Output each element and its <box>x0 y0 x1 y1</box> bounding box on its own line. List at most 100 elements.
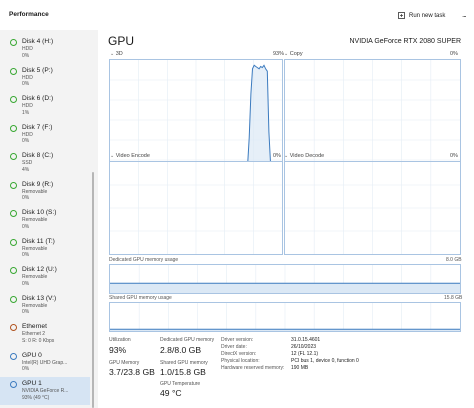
sidebar-item-label: GPU 1 <box>22 380 42 387</box>
graph-3d-label[interactable]: ⌄ 3D <box>110 51 123 57</box>
gpu-title: GPU <box>108 34 135 48</box>
driver-date-label: Driver date: <box>221 344 247 350</box>
sidebar-item-disk-8[interactable]: Disk 8 (C:) SSD 4% <box>0 149 90 176</box>
dedicated-memory-plot <box>110 265 460 293</box>
run-new-task-button[interactable]: Run new task <box>398 9 445 22</box>
chevron-down-icon: ⌄ <box>110 51 115 57</box>
directx-version-label: DirectX version: <box>221 351 257 357</box>
sidebar-item-usage: S: 0 R: 0 Kbps <box>22 337 55 344</box>
sidebar-item-disk-11[interactable]: Disk 11 (T:) Removable 0% <box>0 235 90 262</box>
sidebar-item-label: Disk 11 (T:) <box>22 237 55 245</box>
sidebar-item-disk-6[interactable]: Disk 6 (D:) HDD 1% <box>0 92 90 119</box>
driver-date-value: 26/10/2023 <box>291 344 317 350</box>
sidebar-item-disk-4[interactable]: Disk 4 (H:) HDD 0% <box>0 35 90 62</box>
dedicated-memory-graph-max: 8.0 GB <box>446 257 462 263</box>
gpu-panel: GPU NVIDIA GeForce RTX 2080 SUPER ⌄ 3D 9… <box>98 30 474 408</box>
utilization-value: 93% <box>109 345 127 355</box>
sidebar-item-gpu-1[interactable]: GPU 1 NVIDIA GeForce R... 93% (49 °C) <box>0 377 90 405</box>
sidebar-item-type: HDD <box>22 103 33 109</box>
graph-encode-label[interactable]: ⌄ Video Encode <box>110 153 150 159</box>
sidebar-item-usage: 93% (49 °C) <box>22 394 50 401</box>
chevron-down-icon: ⌄ <box>284 51 289 57</box>
gpu-graph-icon <box>10 352 17 360</box>
physical-location-label: Physical location: <box>221 358 260 364</box>
sidebar-item-type: SSD <box>22 160 33 166</box>
sidebar-item-label: Disk 6 (D:) <box>22 95 54 102</box>
disk-graph-icon <box>10 96 17 103</box>
gpu-temperature-label: GPU Temperature <box>160 381 201 387</box>
ethernet-graph-icon <box>10 324 17 331</box>
sidebar-item-usage: 0% <box>22 252 30 258</box>
sidebar-item-usage: 0% <box>22 81 30 87</box>
dedicated-memory-graph-label: Dedicated GPU memory usage <box>109 257 179 263</box>
reserved-memory-label: Hardware reserved memory: <box>221 365 285 371</box>
dedicated-memory-value: 2.8/8.0 GB <box>160 345 202 355</box>
sidebar-item-type: HDD <box>22 74 33 81</box>
sidebar-item-gpu-0[interactable]: GPU 0 Intel(R) UHD Grap... 0% <box>0 349 90 376</box>
disk-graph-icon <box>10 39 17 46</box>
sidebar-item-label: Disk 5 (P:) <box>22 66 53 74</box>
sidebar-item-usage: 0% <box>22 309 30 315</box>
sidebar-item-type: Removable <box>22 217 48 223</box>
disk-graph-icon <box>10 267 17 274</box>
shared-memory-label: Shared GPU memory <box>160 360 208 366</box>
sidebar-item-label: Disk 9 (R:) <box>22 180 54 188</box>
sidebar-item-usage: 4% <box>22 166 30 173</box>
chevron-down-icon: ⌄ <box>284 153 289 159</box>
sidebar-item-disk-7[interactable]: Disk 7 (F:) HDD 0% <box>0 121 90 148</box>
graph-3d-value: 93% <box>273 51 285 57</box>
shared-memory-graph-max: 15.8 GB <box>444 295 463 301</box>
sidebar-item-type: Removable <box>22 302 48 309</box>
sidebar-item-usage: 0% <box>22 52 30 59</box>
dedicated-memory-fill <box>110 283 460 293</box>
disk-graph-icon <box>10 238 17 246</box>
graph-3d-title: 3D <box>115 51 123 57</box>
graph-decode-value: 0% <box>450 153 458 159</box>
graph-decode-title: Video Decode <box>289 153 325 159</box>
graph-encode-value: 0% <box>273 153 281 159</box>
sidebar-item-disk-12[interactable]: Disk 12 (U:) Removable 0% <box>0 263 90 290</box>
disk-graph-icon <box>10 67 17 75</box>
sidebar-item-type: Removable <box>22 274 48 280</box>
gpu-graph-icon <box>10 381 17 388</box>
graph-copy-label[interactable]: ⌄ Copy <box>284 51 303 57</box>
disk-graph-icon <box>10 153 17 160</box>
more-options-button[interactable]: ... <box>462 10 467 19</box>
sidebar-item-disk-5[interactable]: Disk 5 (P:) HDD 0% <box>0 64 90 91</box>
run-task-icon <box>398 12 405 19</box>
sidebar-item-disk-9[interactable]: Disk 9 (R:) Removable 0% <box>0 178 90 205</box>
sidebar-item-type: Intel(R) UHD Grap... <box>22 359 68 366</box>
sidebar-item-type: HDD <box>22 131 33 138</box>
sidebar-scrollbar[interactable] <box>92 172 94 408</box>
sidebar-item-label: Disk 10 (S:) <box>22 209 57 216</box>
graph-decode-label[interactable]: ⌄ Video Decode <box>284 153 324 159</box>
graph-copy-value: 0% <box>450 51 458 57</box>
dedicated-memory-label: Dedicated GPU memory <box>160 337 215 343</box>
disk-graph-icon <box>10 124 17 132</box>
gpu-temperature-value: 49 °C <box>160 388 182 398</box>
sidebar-item-label: Disk 13 (V:) <box>22 294 57 302</box>
title-bar: Performance Run new task ... <box>0 0 474 30</box>
sidebar-item-type: Ethernet 2 <box>22 331 46 337</box>
sidebar-item-label: Disk 12 (U:) <box>22 266 57 273</box>
gpu-model-name: NVIDIA GeForce RTX 2080 SUPER <box>349 38 461 45</box>
sidebar-item-usage: 0% <box>22 138 30 144</box>
sidebar-item-ethernet[interactable]: Ethernet Ethernet 2 S: 0 R: 0 Kbps <box>0 320 90 347</box>
sidebar-item-label: GPU 0 <box>22 351 42 359</box>
shared-memory-plot <box>110 303 460 331</box>
sidebar-item-disk-10[interactable]: Disk 10 (S:) Removable 0% <box>0 206 90 233</box>
disk-graph-icon <box>10 210 17 217</box>
disk-graph-icon <box>10 295 17 303</box>
sidebar-item-label: Disk 4 (H:) <box>22 38 54 45</box>
shared-memory-graph <box>109 302 461 332</box>
sidebar-item-usage: 0% <box>22 195 30 201</box>
driver-version-label: Driver version: <box>221 337 254 343</box>
shared-memory-graph-label: Shared GPU memory usage <box>109 295 172 301</box>
sidebar-item-type: NVIDIA GeForce R... <box>22 388 69 394</box>
sidebar-item-label: Ethernet <box>22 323 47 330</box>
page-title: Performance <box>9 11 49 18</box>
sidebar-item-disk-13[interactable]: Disk 13 (V:) Removable 0% <box>0 292 90 319</box>
graph-video-encode <box>109 161 283 255</box>
dedicated-memory-graph <box>109 264 461 294</box>
directx-version-value: 12 (FL 12.1) <box>291 351 319 357</box>
